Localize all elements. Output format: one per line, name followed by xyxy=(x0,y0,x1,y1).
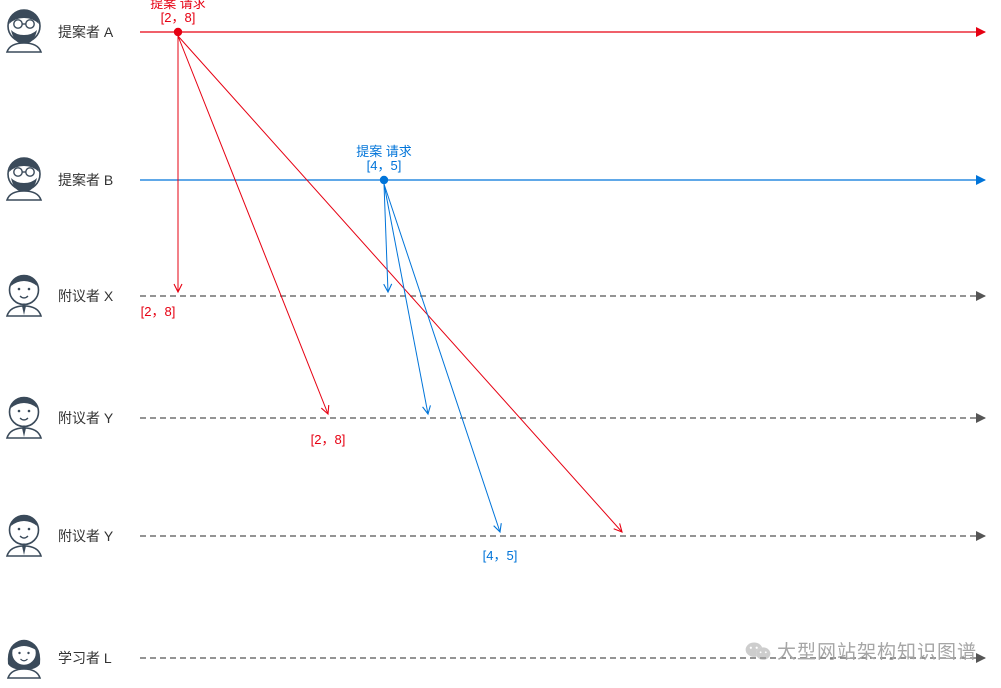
avatar-acceptor xyxy=(7,275,41,316)
watermark: 大型网站架构知识图谱 xyxy=(745,637,977,664)
arrow-label: [2，8] xyxy=(141,304,176,319)
avatar-proposer xyxy=(7,10,41,52)
event-value: [4，5] xyxy=(367,158,402,173)
actor-label: 附议者 Y xyxy=(58,410,114,426)
event-value: [2，8] xyxy=(161,10,196,25)
actor-label: 提案者 B xyxy=(58,172,113,188)
avatar-learner xyxy=(8,640,40,678)
event-dot xyxy=(380,176,388,184)
avatar-proposer xyxy=(7,158,41,200)
avatar-acceptor xyxy=(7,397,41,438)
watermark-text: 大型网站架构知识图谱 xyxy=(777,637,977,664)
arrow-label: [4，5] xyxy=(483,548,518,563)
avatar-acceptor xyxy=(7,515,41,556)
sequence-diagram: 提案者 A 提案者 B 附议者 X 附议者 Y 附议者 Y 学习者 L 提案 请求 [2，8]… xyxy=(0,0,1001,688)
actor-label: 学习者 L xyxy=(58,650,112,666)
actor-label: 附议者 Y xyxy=(58,528,114,544)
event-title: 提案 请求 xyxy=(356,144,412,159)
arrow-label: [2，8] xyxy=(311,432,346,447)
actor-label: 附议者 X xyxy=(58,288,114,304)
actor-label: 提案者 A xyxy=(58,24,114,40)
message-arrow xyxy=(178,36,328,414)
message-arrow xyxy=(178,36,622,532)
event-dot xyxy=(174,28,182,36)
message-arrow xyxy=(384,184,428,414)
wechat-icon xyxy=(745,640,771,662)
message-arrow xyxy=(384,184,500,532)
